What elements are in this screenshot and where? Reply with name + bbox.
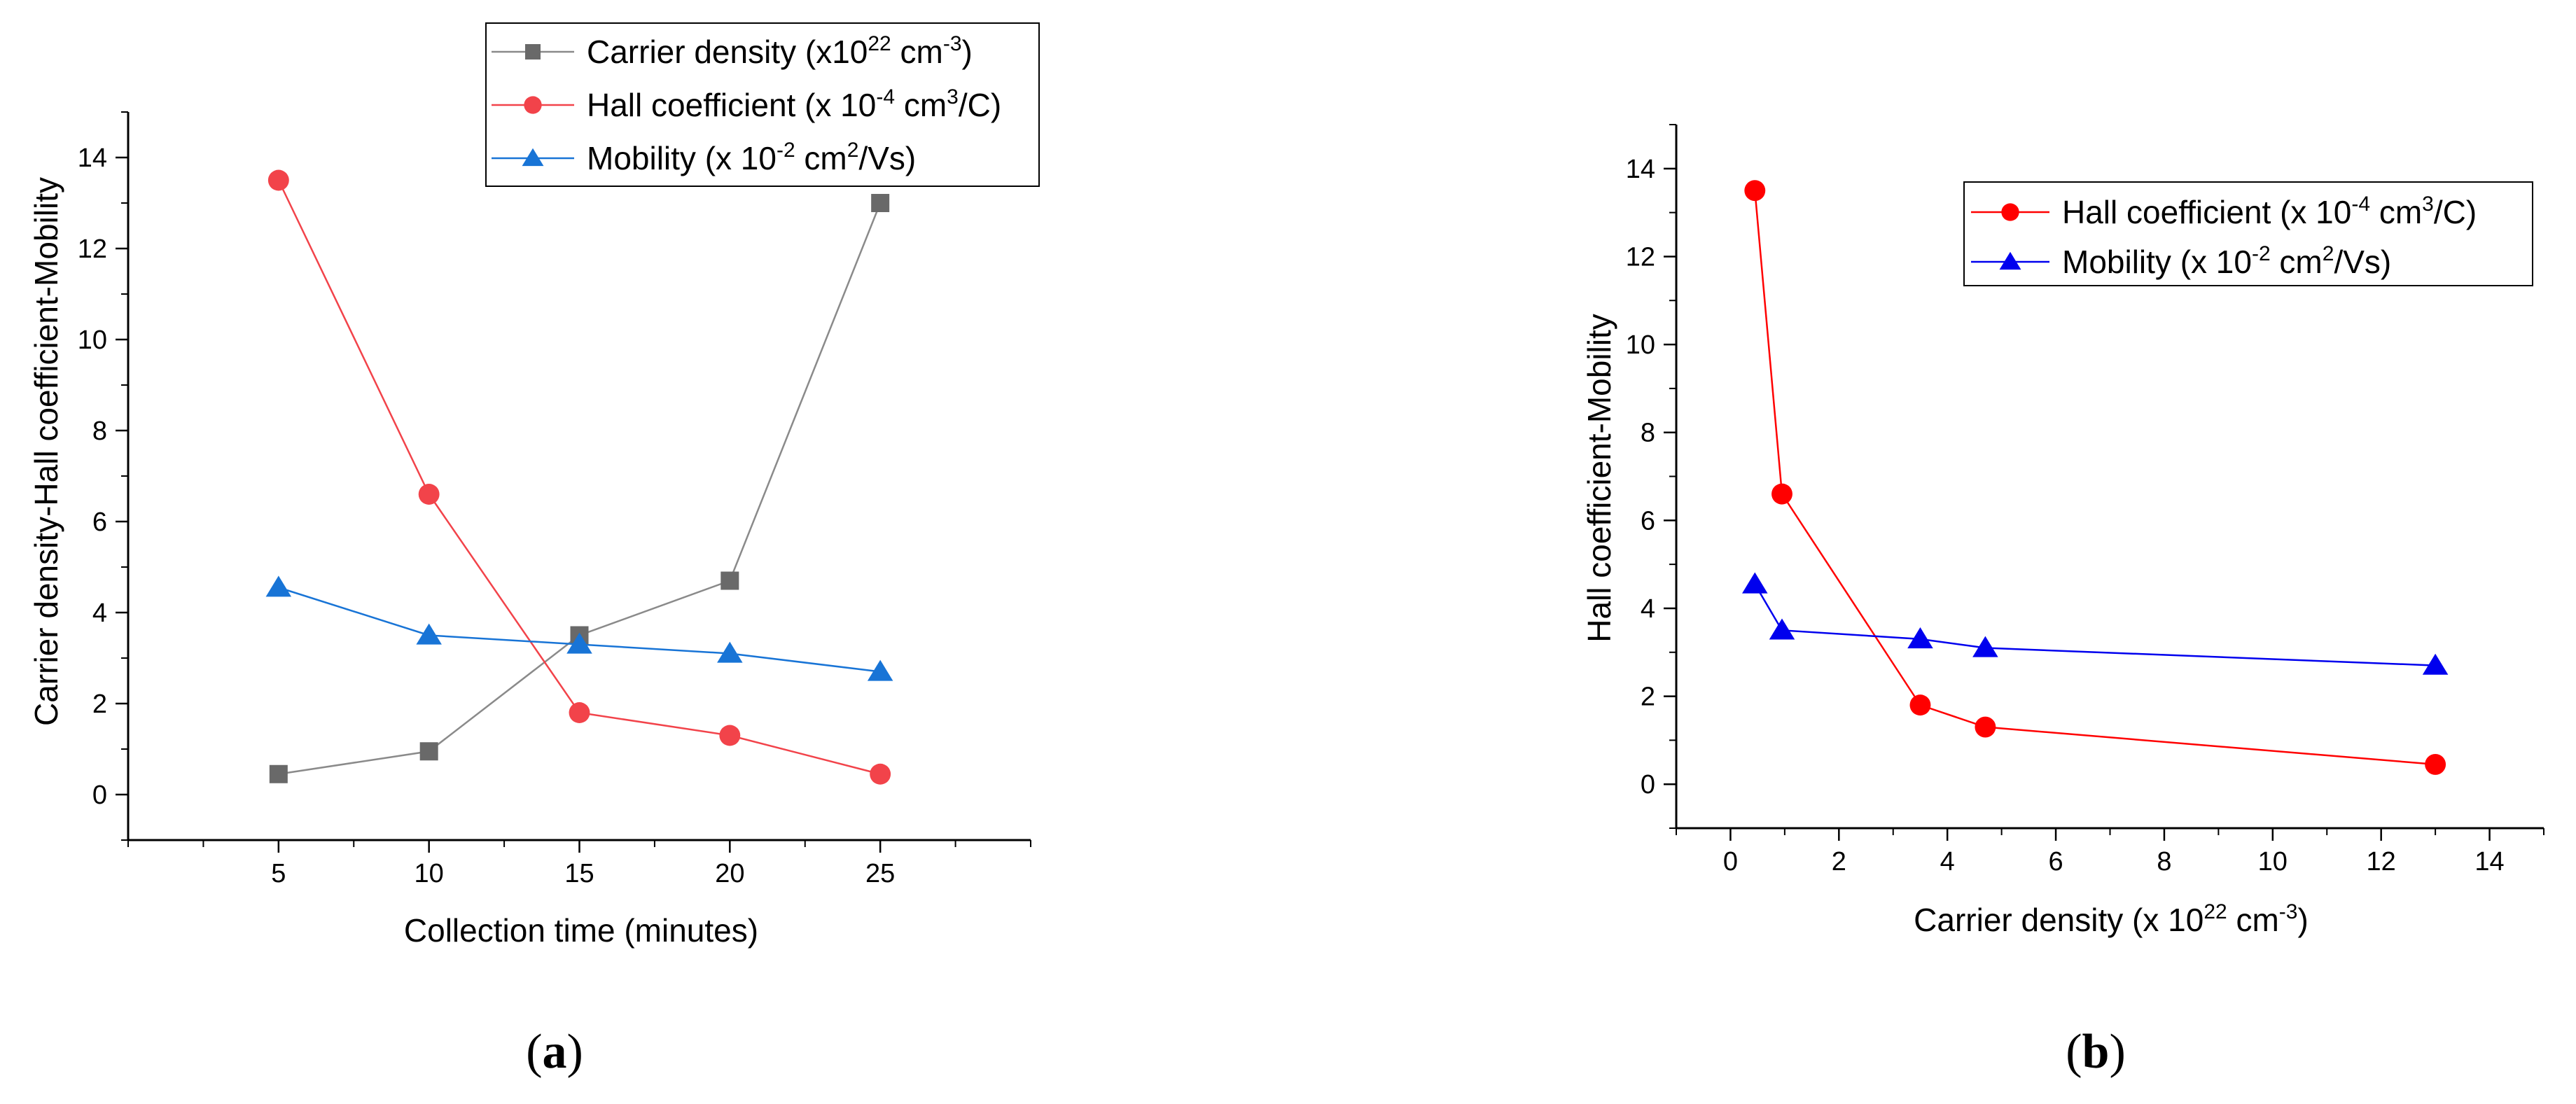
a-data-point (416, 623, 442, 645)
a-y-tick-label: 12 (78, 235, 107, 264)
b-data-point (1769, 618, 1795, 640)
b-x-tick-label: 0 (1723, 847, 1738, 876)
b-legend-circle-marker (2001, 203, 2019, 221)
b-data-point (1975, 716, 1996, 738)
b-legend-item: Hall coefficient (x 10-4 cm3/C) (1971, 193, 2477, 230)
b-y-tick-label: 10 (1626, 330, 1655, 360)
b-y-tick-label: 12 (1626, 242, 1655, 272)
b-data-point (1909, 694, 1931, 716)
b-y-tick-label: 0 (1641, 770, 1655, 799)
a-legend: Carrier density (x1022 cm-3) Hall coeffic… (485, 22, 1040, 187)
b-series-circle (1744, 180, 2446, 775)
a-x-tick-label: 25 (865, 859, 895, 888)
b-series-line (1754, 583, 2436, 666)
b-x-tick-label: 14 (2474, 847, 2504, 876)
a-x-tick-label: 20 (715, 859, 744, 888)
b-x-tick-label: 4 (1940, 847, 1955, 876)
b-data-point (1972, 636, 1998, 657)
a-x-tick-label: 10 (415, 859, 444, 888)
b-y-axis-title: Hall coefficient-Mobility (1581, 314, 1617, 643)
a-data-point (720, 571, 739, 590)
b-legend-label: Hall coefficient (x 10-4 cm3/C) (2062, 193, 2477, 230)
a-y-tick-label: 8 (92, 417, 107, 446)
a-data-point (870, 763, 891, 785)
a-data-point (267, 169, 289, 191)
a-panel-label: (a) (526, 1025, 583, 1079)
a-series-triangle (265, 575, 893, 681)
b-y-tick-label: 8 (1641, 419, 1655, 448)
a-data-point (867, 659, 893, 681)
a-legend-label: Carrier density (x1022 cm-3) (587, 32, 973, 70)
b-legend-item: Mobility (x 10-2 cm2/Vs) (1971, 242, 2391, 280)
a-legend-label: Hall coefficient (x 10-4 cm3/C) (587, 85, 1001, 123)
a-y-tick-label: 14 (78, 144, 107, 173)
a-data-point (566, 632, 592, 654)
b-y-tick-label: 2 (1641, 683, 1655, 712)
b-data-point (2422, 653, 2449, 675)
a-legend-item: Carrier density (x1022 cm-3) (492, 32, 973, 70)
a-x-tick-label: 15 (564, 859, 594, 888)
a-legend-item: Hall coefficient (x 10-4 cm3/C) (492, 85, 1001, 123)
b-x-tick-label: 6 (2048, 847, 2063, 876)
a-data-point (418, 484, 440, 505)
b-legend-box (1963, 181, 2533, 286)
a-legend-box (485, 22, 1040, 187)
a-x-tick-label: 5 (271, 859, 286, 888)
b-y-tick-label: 6 (1641, 506, 1655, 536)
a-data-point (419, 742, 438, 761)
a-series-line (278, 202, 882, 775)
b-legend-triangle-marker (1999, 251, 2021, 270)
a-y-tick-label: 10 (78, 326, 107, 355)
b-data-point (1742, 572, 1768, 594)
a-data-point (717, 641, 743, 663)
b-panel-label: (b) (2066, 1025, 2126, 1079)
a-legend-label: Mobility (x 10-2 cm2/Vs) (587, 139, 916, 176)
b-y-tick-label: 14 (1626, 155, 1655, 184)
a-data-point (265, 575, 292, 597)
a-data-point (269, 764, 288, 783)
b-data-point (1771, 483, 1792, 505)
a-series-square (269, 194, 890, 783)
b-x-tick-label: 10 (2258, 847, 2288, 876)
a-y-tick-label: 6 (92, 508, 107, 537)
chart-panel-b: 0 2 4 6 8 10 12 14 0 2 4 6 8 10 12 14 Carrier density (… (1581, 124, 2544, 1079)
b-x-axis-title: Carrier density (x 1022 cm-3) (1914, 900, 2309, 938)
a-y-tick-label: 4 (92, 599, 107, 628)
b-legend: Hall coefficient (x 10-4 cm3/C) Mobility … (1963, 181, 2533, 286)
b-x-tick-label: 12 (2367, 847, 2396, 876)
b-x-tick-label: 8 (2157, 847, 2171, 876)
a-series-circle (267, 169, 891, 785)
b-data-point (2425, 753, 2446, 775)
b-x-tick-label: 2 (1832, 847, 1846, 876)
b-data-point (1907, 627, 1933, 649)
chart-panel-a: 5 10 15 20 25 0 2 4 6 8 10 12 14 Collection time (mi… (28, 22, 1040, 1079)
b-legend-label: Mobility (x 10-2 cm2/Vs) (2062, 242, 2391, 280)
b-data-point (1744, 180, 1766, 202)
a-legend-triangle-marker (522, 148, 544, 167)
a-y-tick-label: 0 (92, 781, 107, 810)
b-y-tick-label: 4 (1641, 594, 1655, 624)
a-legend-item: Mobility (x 10-2 cm2/Vs) (492, 139, 916, 176)
a-data-point (871, 194, 890, 212)
a-data-point (719, 725, 741, 746)
a-y-tick-label: 2 (92, 690, 107, 719)
a-x-axis-title: Collection time (minutes) (404, 912, 758, 949)
a-series-line (277, 179, 881, 775)
a-legend-square-marker (525, 44, 541, 60)
a-legend-circle-marker (524, 96, 542, 114)
a-data-point (569, 702, 590, 723)
b-series-triangle (1742, 572, 2449, 675)
a-y-axis-title: Carrier density-Hall coefficient-Mobilit… (28, 177, 64, 726)
